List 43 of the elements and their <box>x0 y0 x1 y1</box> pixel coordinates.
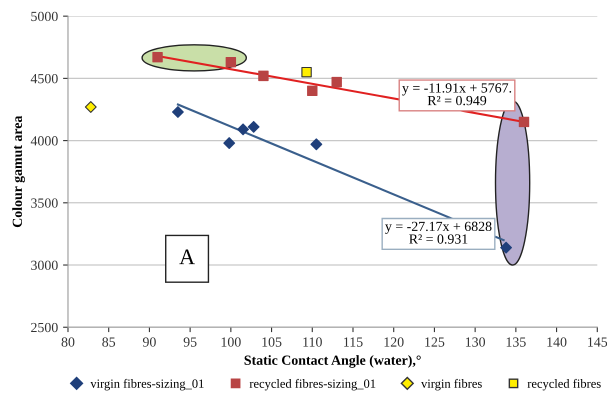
annotation: y = -11.91x + 5767. R² = 0.949 <box>402 83 512 106</box>
x-tick-label: 120 <box>384 337 404 347</box>
x-tick-label: 95 <box>184 337 197 347</box>
x-tick-label: 110 <box>303 337 322 347</box>
point <box>310 138 322 150</box>
point <box>237 123 249 136</box>
x-tick-label: 85 <box>102 337 116 347</box>
point <box>248 120 260 133</box>
x-tick-label: 130 <box>466 337 486 347</box>
point <box>84 101 97 113</box>
x-tick-label: 125 <box>425 337 444 347</box>
point <box>301 66 312 78</box>
legend-label: recycled fibres <box>528 378 601 390</box>
point <box>152 52 163 62</box>
annotation: A <box>179 249 195 264</box>
x-tick-label: 105 <box>262 337 282 347</box>
point <box>226 56 236 68</box>
legend-label: virgin fibres-sizing_01 <box>90 378 204 390</box>
point <box>172 106 184 118</box>
x-axis-title: Static Contact Angle (water),° <box>244 355 421 368</box>
point <box>258 70 269 82</box>
legend-label: recycled fibres-sizing_01 <box>250 378 376 390</box>
x-tick-label: 80 <box>62 337 74 347</box>
x-tick-label: 115 <box>344 337 363 347</box>
y-tick-label: 4500 <box>30 74 58 84</box>
y-axis-title: Colour gamut area <box>12 116 25 228</box>
x-tick-label: 145 <box>588 337 607 347</box>
y-tick-label: 5000 <box>31 12 58 22</box>
x-tick-label: 140 <box>547 337 566 347</box>
annotation: y = -27.17x + 6828 R² = 0.931 <box>385 222 492 244</box>
x-tick-label: 100 <box>222 337 241 347</box>
y-tick-label: 3500 <box>31 198 58 208</box>
y-tick-label: 4000 <box>30 136 58 146</box>
point <box>518 116 530 128</box>
y-tick-label: 2500 <box>31 322 58 332</box>
legend-label: virgin fibres <box>421 378 482 390</box>
point <box>331 76 342 88</box>
point <box>500 242 512 254</box>
x-tick-label: 135 <box>506 337 526 347</box>
y-tick-label: 3000 <box>31 260 58 270</box>
point <box>223 137 236 150</box>
point <box>307 86 318 96</box>
x-tick-label: 90 <box>142 337 156 347</box>
